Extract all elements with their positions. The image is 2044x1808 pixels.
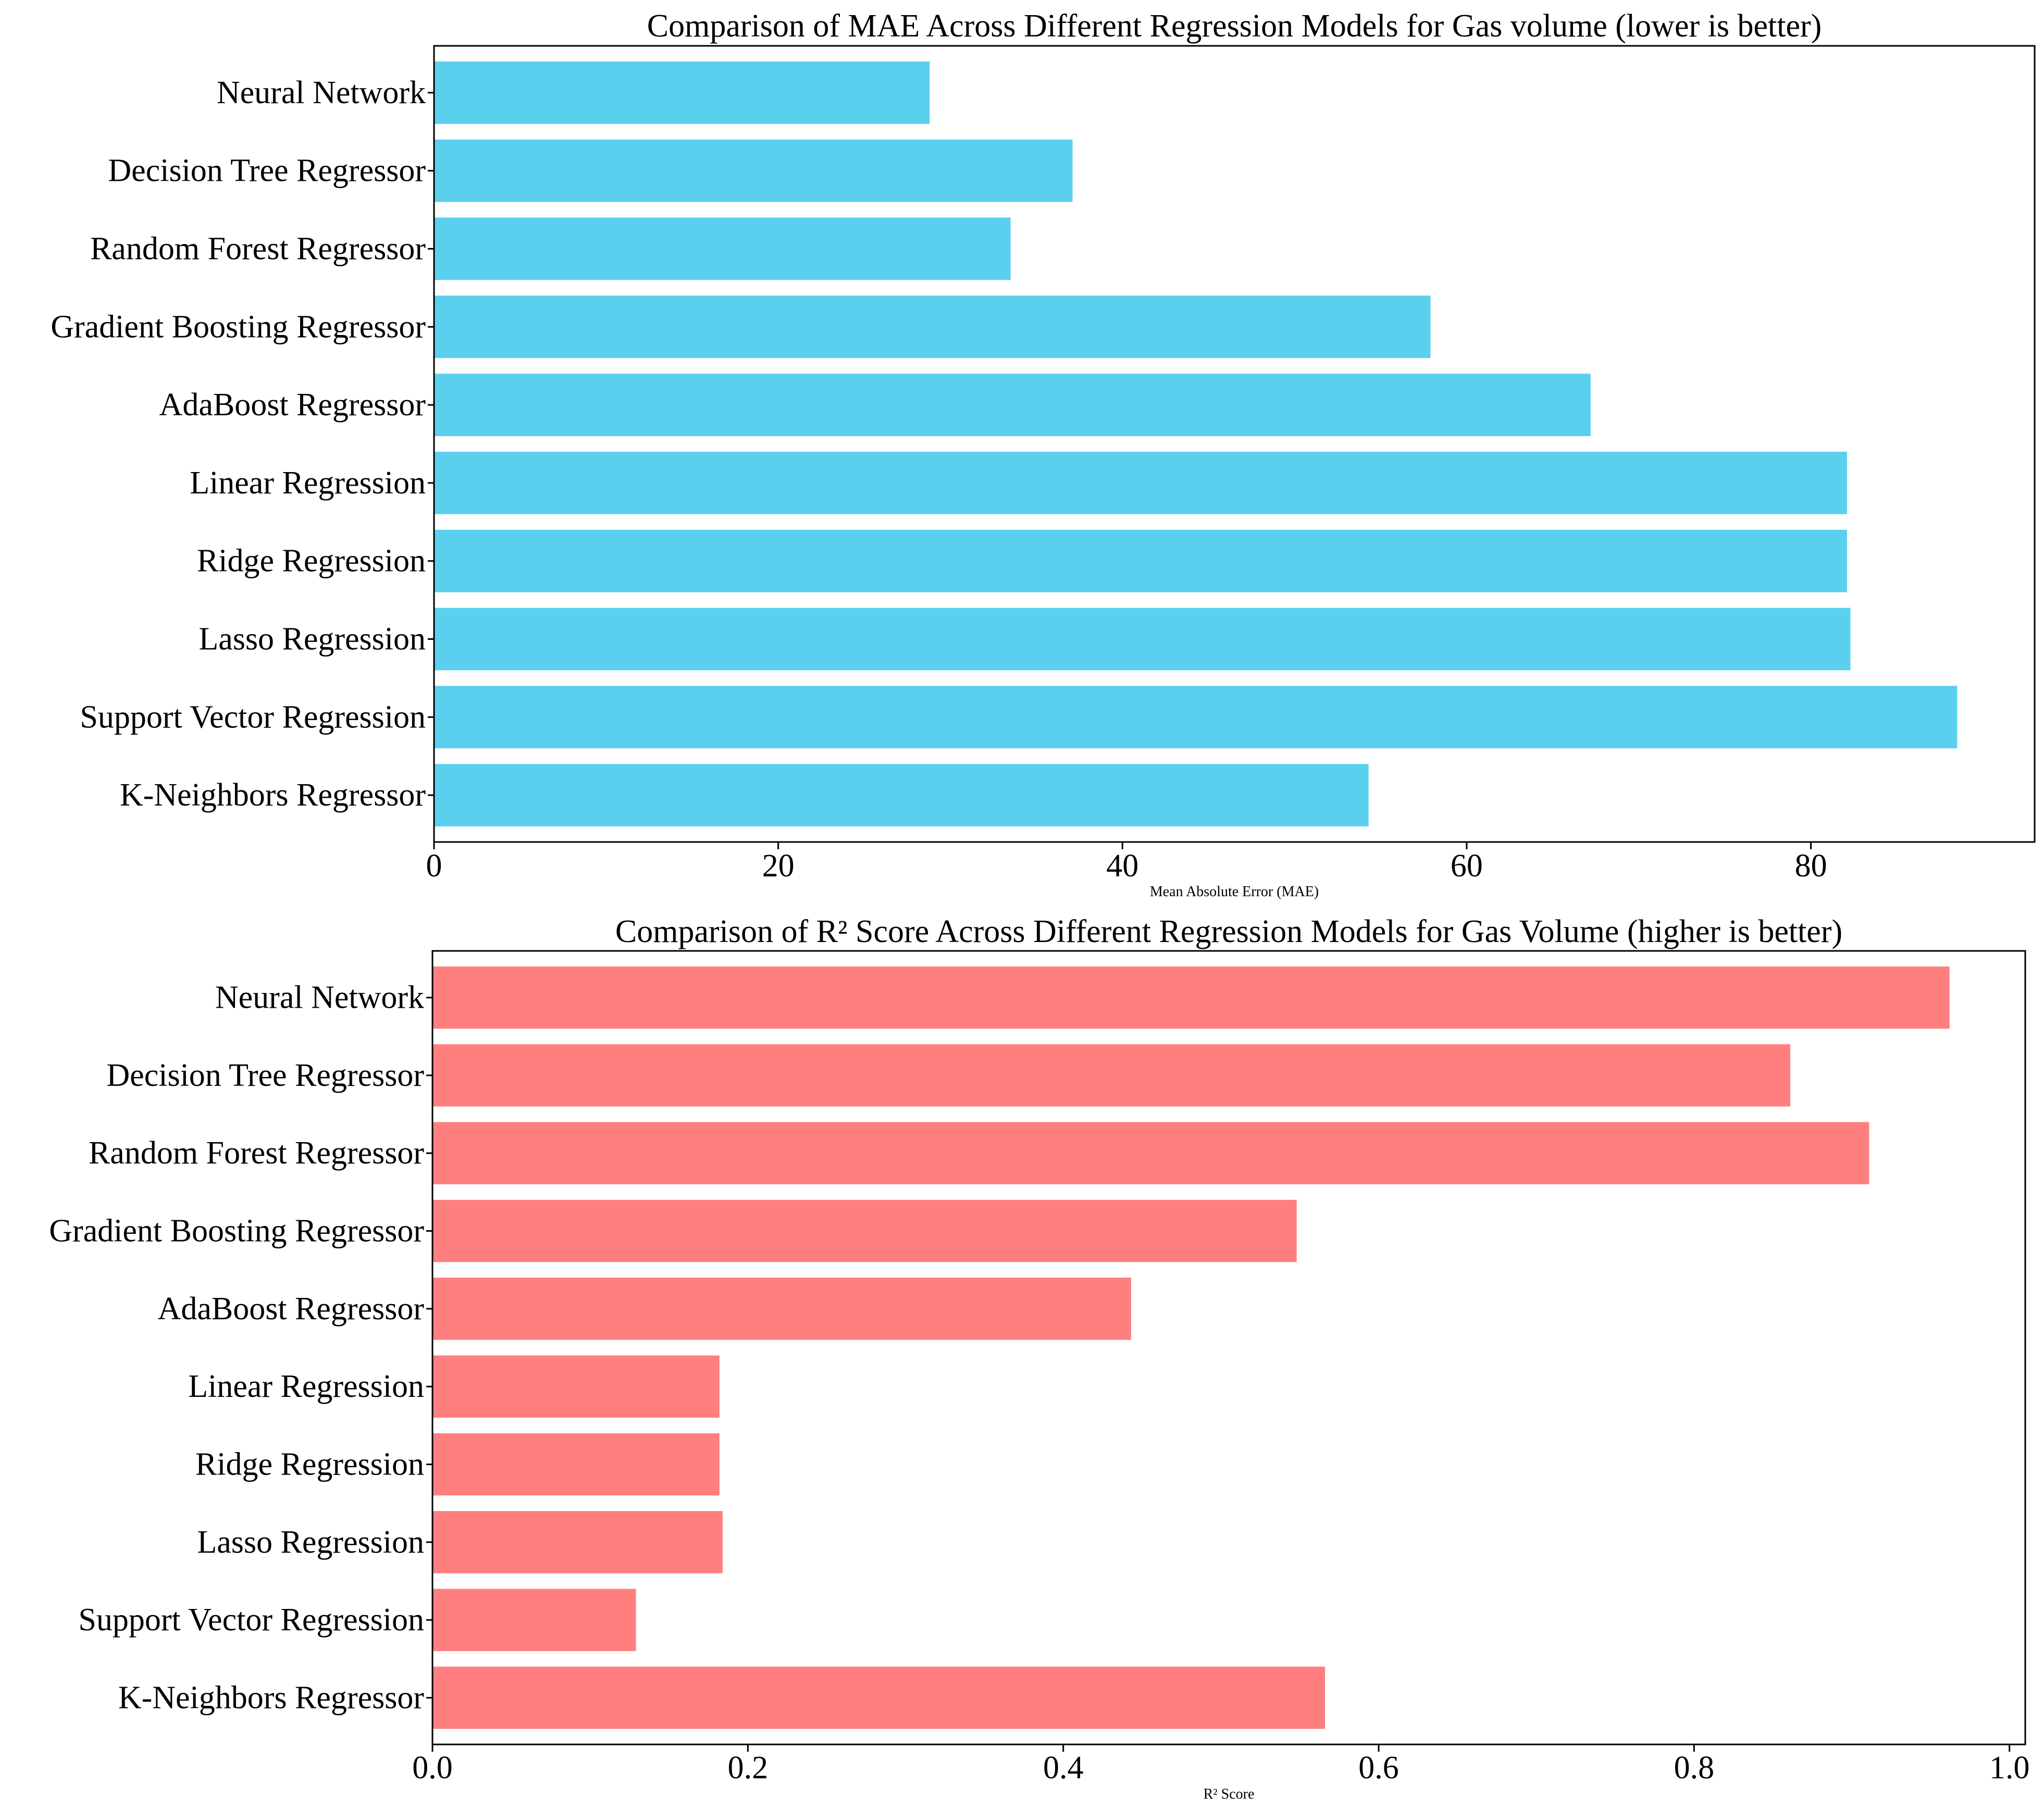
r2-category-label: Neural Network: [215, 980, 424, 1016]
mae-category-label: AdaBoost Regressor: [159, 387, 426, 423]
r2-bar: [432, 1511, 723, 1574]
r2-category-label: Gradient Boosting Regressor: [49, 1213, 424, 1249]
r2-bar: [432, 1199, 1297, 1262]
r2-x-tick-label: 0.4: [1043, 1750, 1084, 1786]
mae-bar: [434, 608, 1851, 671]
mae-category-label: Ridge Regression: [197, 543, 426, 579]
r2-x-tick-label: 1.0: [1989, 1750, 2030, 1786]
r2-x-tick-label: 0.2: [728, 1750, 769, 1786]
r2-category-label: Random Forest Regressor: [89, 1135, 424, 1171]
r2-category-label: Ridge Regression: [195, 1446, 424, 1482]
r2-category-label: Linear Regression: [188, 1369, 424, 1404]
r2-category-label: Decision Tree Regressor: [106, 1058, 424, 1093]
r2-plot-frame: [431, 950, 2026, 1745]
mae-x-tick-label: 20: [762, 848, 795, 884]
mae-chart-title: Comparison of MAE Across Different Regre…: [647, 8, 1822, 44]
mae-x-tick-label: 0: [426, 848, 442, 884]
mae-x-tick-label: 60: [1451, 848, 1483, 884]
r2-bar: [432, 1278, 1131, 1340]
r2-bar: [432, 1666, 1325, 1729]
mae-category-label: Neural Network: [217, 75, 426, 110]
mae-bar: [434, 295, 1431, 358]
mae-bar: [434, 686, 1958, 749]
r2-category-label: Support Vector Regression: [78, 1602, 424, 1638]
mae-bar: [434, 61, 930, 124]
mae-bar: [434, 374, 1591, 437]
r2-chart-title: Comparison of R² Score Across Different …: [615, 914, 1842, 949]
mae-bar: [434, 529, 1847, 592]
mae-category-label: K-Neighbors Regressor: [120, 777, 426, 813]
mae-category-label: Linear Regression: [190, 465, 426, 501]
r2-x-axis-label: R² Score: [1204, 1786, 1255, 1802]
r2-category-label: Lasso Regression: [197, 1525, 424, 1560]
r2-x-tick-label: 0.8: [1674, 1750, 1715, 1786]
mae-category-label: Lasso Regression: [199, 622, 426, 657]
r2-bar: [432, 1433, 720, 1496]
r2-category-label: AdaBoost Regressor: [158, 1291, 425, 1327]
r2-x-tick-label: 0.6: [1358, 1750, 1399, 1786]
mae-x-tick-label: 40: [1106, 848, 1138, 884]
mae-plot-frame: [433, 45, 2036, 843]
r2-category-label: K-Neighbors Regressor: [118, 1680, 425, 1715]
r2-bar: [432, 966, 1950, 1029]
mae-category-label: Random Forest Regressor: [90, 231, 426, 266]
r2-bar: [432, 1589, 636, 1651]
r2-chart: Comparison of R² Score Across Different …: [49, 914, 2029, 1802]
mae-x-axis-label: Mean Absolute Error (MAE): [1150, 884, 1319, 900]
mae-x-tick-label: 80: [1795, 848, 1827, 884]
mae-bar: [434, 217, 1011, 280]
mae-category-label: Decision Tree Regressor: [108, 153, 426, 189]
r2-bar: [432, 1122, 1869, 1184]
r2-bar: [432, 1044, 1791, 1107]
mae-bar: [434, 451, 1847, 514]
r2-bar: [432, 1355, 720, 1418]
mae-bar: [434, 764, 1369, 827]
mae-chart: Comparison of MAE Across Different Regre…: [51, 8, 2036, 900]
mae-category-label: Gradient Boosting Regressor: [51, 309, 426, 344]
r2-x-tick-label: 0.0: [412, 1750, 453, 1786]
mae-category-label: Support Vector Regression: [80, 699, 426, 735]
mae-bar: [434, 139, 1073, 202]
